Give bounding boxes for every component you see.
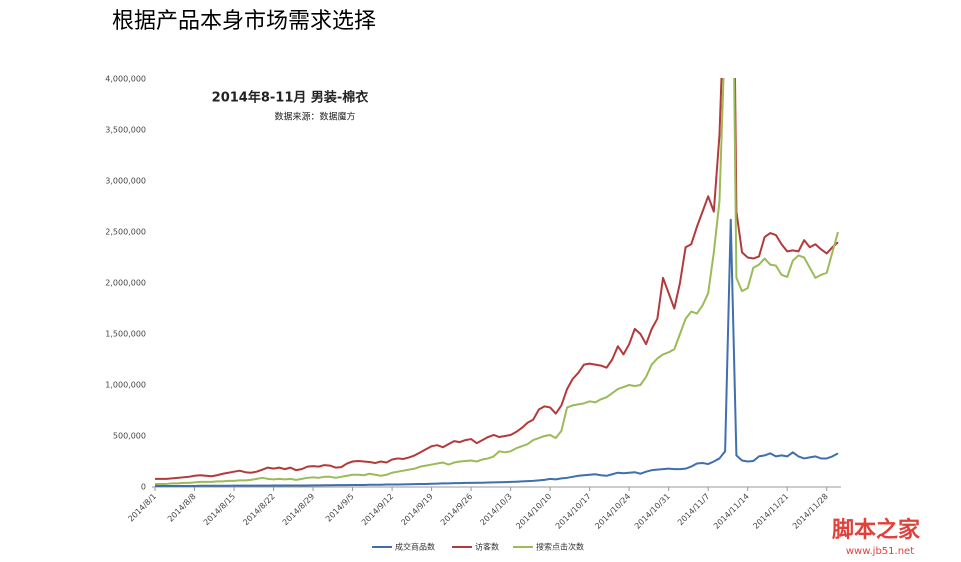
x-tick-label: 2014/11/7	[676, 492, 711, 527]
y-tick-label: 4,000,000	[105, 75, 146, 84]
x-tick-label: 2014/8/29	[281, 492, 316, 527]
x-tick-label: 2014/10/3	[478, 492, 513, 527]
y-tick-label: 500,000	[113, 432, 146, 441]
legend-label: 访客数	[475, 542, 499, 552]
x-tick-label: 2014/10/24	[593, 492, 632, 531]
x-tick-label: 2014/9/26	[439, 492, 474, 527]
x-tick-label: 2014/8/22	[241, 492, 276, 527]
y-tick-label: 3,500,000	[105, 126, 146, 135]
series-line	[155, 218, 839, 487]
x-tick-label: 2014/8/8	[166, 492, 198, 524]
x-tick-label: 2014/8/1	[126, 492, 158, 524]
series-line	[155, 78, 839, 485]
x-tick-label: 2014/10/17	[554, 492, 593, 531]
slide-title: 根据产品本身市场需求选择	[112, 9, 376, 34]
x-tick-label: 2014/9/5	[324, 492, 356, 524]
x-tick-label: 2014/10/10	[514, 492, 553, 531]
y-tick-label: 3,000,000	[105, 177, 146, 186]
y-tick-label: 0	[141, 483, 146, 492]
legend-label: 成交商品数	[395, 542, 435, 552]
x-tick-label: 2014/11/28	[791, 492, 830, 531]
chart-subtitle: 数据来源：数据魔方	[274, 111, 355, 123]
watermark-url: www.jb51.net	[846, 546, 914, 557]
x-tick-label: 2014/11/14	[712, 492, 751, 531]
chart-title: 2014年8-11月 男装-棉衣	[212, 90, 369, 106]
y-tick-label: 1,000,000	[105, 381, 146, 390]
legend-label: 搜索点击次数	[536, 542, 584, 552]
watermark-name: 脚本之家	[832, 517, 921, 543]
x-tick-label: 2014/9/19	[399, 492, 434, 527]
y-tick-label: 2,000,000	[105, 279, 146, 288]
x-tick-label: 2014/9/12	[360, 492, 395, 527]
y-tick-label: 2,500,000	[105, 228, 146, 237]
series-line	[155, 78, 839, 480]
y-tick-label: 1,500,000	[105, 330, 146, 339]
x-tick-label: 2014/10/31	[633, 492, 672, 531]
x-tick-label: 2014/11/21	[751, 492, 790, 531]
x-tick-label: 2014/8/15	[202, 492, 237, 527]
